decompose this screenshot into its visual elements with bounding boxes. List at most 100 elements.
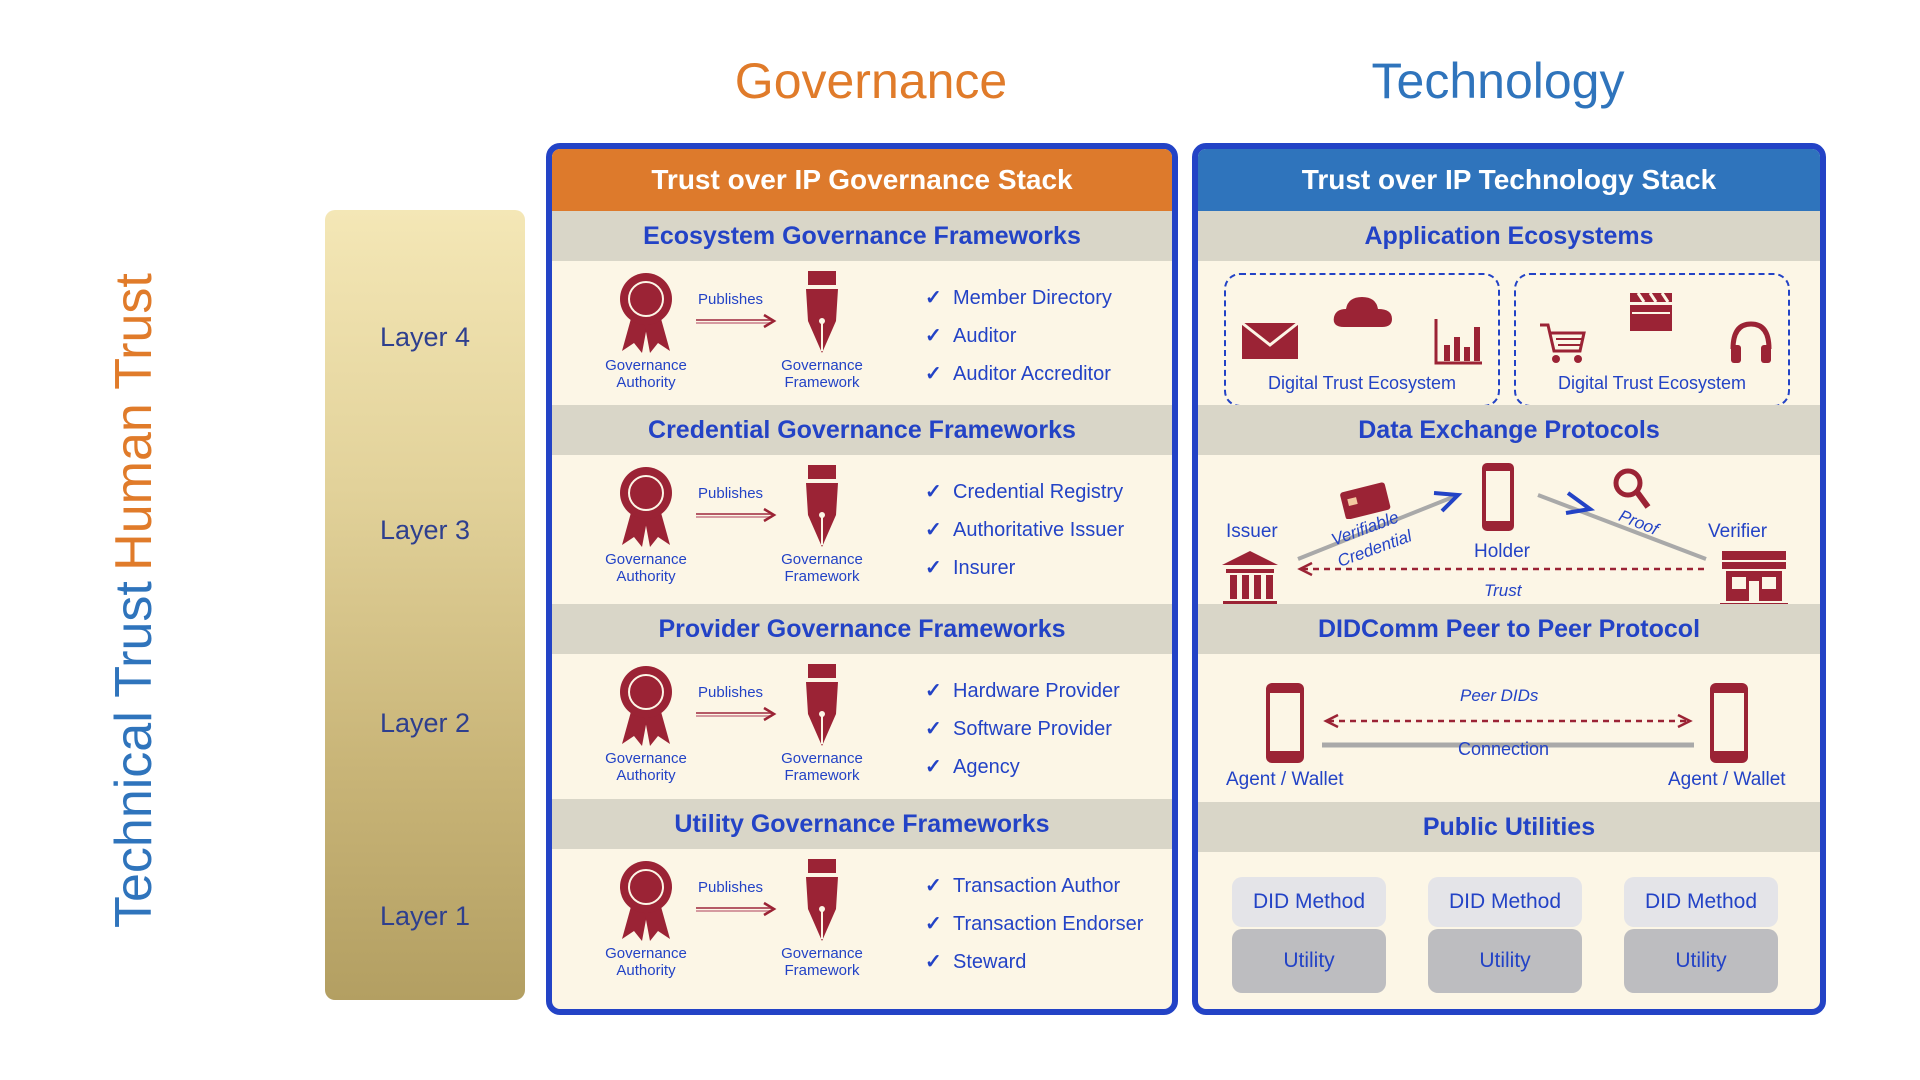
utility-2: Utility (1428, 929, 1582, 993)
trust-arrowhead (1297, 561, 1313, 577)
holder-verifier-line (1537, 493, 1707, 561)
framework-role-label: Transaction Endorser (953, 913, 1144, 935)
publishes-arrow (696, 507, 777, 523)
technology-stack: Trust over IP Technology Stack Applicati… (1192, 143, 1826, 1015)
layer-bar: Layer 4 Layer 3 Layer 2 Layer 1 (325, 210, 525, 1000)
governance-framework-label: Governance Framework (781, 357, 863, 391)
fountain-pen-icon (806, 271, 838, 353)
digital-trust-ecosystem-1: Digital Trust Ecosystem (1224, 273, 1500, 407)
checkmark-icon: ✓ (925, 718, 942, 740)
cloud-icon (1333, 297, 1392, 327)
issue-arrow (1433, 491, 1463, 513)
connection-label: Connection (1458, 739, 1550, 759)
framework-role-label: Auditor Accreditor (953, 363, 1111, 385)
clapperboard-icon (1630, 292, 1672, 331)
ecosystem-label-1: Digital Trust Ecosystem (1267, 373, 1457, 393)
publishes-label: Publishes (698, 485, 764, 502)
framework-role-list: ✓ Transaction Author ✓ Transaction Endorser… (925, 867, 1143, 981)
framework-role-item: ✓ Steward (925, 943, 1143, 981)
checkmark-icon: ✓ (925, 325, 942, 347)
framework-role-label: Software Provider (953, 718, 1112, 740)
governance-authority-label: Governance Authority (605, 945, 687, 979)
checkmark-icon: ✓ (925, 287, 942, 309)
publishes-label: Publishes (698, 879, 764, 896)
governance-heading: Governance (734, 53, 1008, 109)
framework-role-label: Hardware Provider (953, 680, 1120, 702)
framework-role-item: ✓ Software Provider (925, 710, 1120, 748)
framework-role-item: ✓ Agency (925, 748, 1120, 786)
gov-section-band-4: Utility Governance Frameworks (552, 799, 1172, 849)
proof-arrow (1565, 491, 1596, 515)
checkmark-icon: ✓ (925, 875, 942, 897)
gov-section-row-2: Governance Authority Publishes Governance … (552, 455, 1172, 597)
framework-role-item: ✓ Transaction Endorser (925, 905, 1143, 943)
gov-section-band-2: Credential Governance Frameworks (552, 405, 1172, 455)
framework-role-label: Steward (953, 951, 1027, 973)
technical-trust-label: Technical Trust (105, 581, 163, 928)
award-ribbon-icon (620, 861, 672, 941)
peer-connection-diagram (1322, 713, 1694, 748)
issuer-holder-line (1297, 493, 1459, 561)
utility-3: Utility (1624, 929, 1778, 993)
gov-section-row-4: Governance Authority Publishes Governance … (552, 849, 1172, 991)
governance-stack-title: Trust over IP Governance Stack (552, 149, 1172, 211)
peer-dids-label: Peer DIDs (1460, 686, 1539, 705)
framework-role-item: ✓ Authoritative Issuer (925, 511, 1124, 549)
fountain-pen-icon (806, 465, 838, 547)
layer-3-label: Layer 3 (379, 515, 471, 545)
framework-role-item: ✓ Hardware Provider (925, 672, 1120, 710)
didcomm-band: DIDComm Peer to Peer Protocol (1198, 604, 1820, 654)
agent-right-phone-icon (1710, 683, 1748, 763)
store-icon (1720, 551, 1788, 609)
magnifier-icon (1613, 468, 1651, 509)
governance-authority-label: Governance Authority (605, 750, 687, 784)
publishes-arrow (696, 901, 777, 917)
governance-framework-label: Governance Framework (781, 945, 863, 979)
governance-framework-label: Governance Framework (781, 551, 863, 585)
credit-card-icon (1340, 482, 1391, 519)
did-method-3: DID Method (1624, 877, 1778, 927)
framework-role-item: ✓ Credential Registry (925, 473, 1124, 511)
layer-2-label: Layer 2 (379, 708, 471, 738)
gov-section-row-1: Governance Authority Publishes Governance … (552, 261, 1172, 403)
checkmark-icon: ✓ (925, 363, 942, 385)
framework-role-item: ✓ Auditor (925, 317, 1112, 355)
framework-role-label: Credential Registry (953, 481, 1124, 503)
framework-role-item: ✓ Auditor Accreditor (925, 355, 1112, 393)
verifier-label: Verifier (1708, 521, 1768, 542)
award-ribbon-icon (620, 467, 672, 547)
gov-section-band-1: Ecosystem Governance Frameworks (552, 211, 1172, 261)
framework-role-label: Member Directory (953, 287, 1112, 309)
data-exchange-diagram (1297, 491, 1707, 577)
governance-authority-label: Governance Authority (605, 551, 687, 585)
framework-role-item: ✓ Member Directory (925, 279, 1112, 317)
checkmark-icon: ✓ (925, 557, 942, 579)
award-ribbon-icon (620, 666, 672, 746)
trust-label: Trust (1484, 581, 1522, 600)
governance-stack: Trust over IP Governance Stack Ecosystem… (546, 143, 1178, 1015)
issuer-label: Issuer (1226, 521, 1278, 542)
technology-heading: Technology (1371, 53, 1625, 109)
framework-role-label: Authoritative Issuer (953, 519, 1125, 541)
shopping-cart-icon (1540, 323, 1586, 363)
did-method-2: DID Method (1428, 877, 1582, 927)
framework-role-label: Agency (953, 756, 1020, 778)
bar-chart-icon (1434, 319, 1482, 365)
did-method-1: DID Method (1232, 877, 1386, 927)
layer-1-label: Layer 1 (379, 901, 471, 931)
data-exchange-band: Data Exchange Protocols (1198, 405, 1820, 455)
checkmark-icon: ✓ (925, 756, 942, 778)
governance-framework-label: Governance Framework (781, 750, 863, 784)
checkmark-icon: ✓ (925, 680, 942, 702)
publishes-arrow (696, 313, 777, 329)
checkmark-icon: ✓ (925, 519, 942, 541)
bank-icon (1220, 551, 1280, 611)
publishes-label: Publishes (698, 291, 764, 308)
holder-phone-icon (1482, 463, 1514, 531)
checkmark-icon: ✓ (925, 481, 942, 503)
digital-trust-ecosystem-2: Digital Trust Ecosystem (1514, 273, 1790, 407)
framework-role-label: Transaction Author (953, 875, 1121, 897)
agent-left-phone-icon (1266, 683, 1304, 763)
application-ecosystems-band: Application Ecosystems (1198, 211, 1820, 261)
agent-wallet-right-label: Agent / Wallet (1668, 769, 1786, 790)
